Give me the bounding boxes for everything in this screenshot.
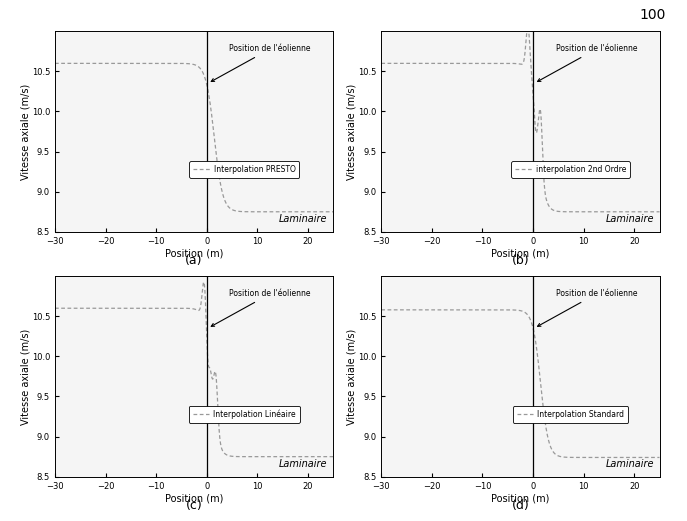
Text: Laminaire: Laminaire — [279, 214, 328, 224]
X-axis label: Position (m): Position (m) — [491, 249, 550, 258]
Text: (d): (d) — [512, 499, 529, 512]
Text: Laminaire: Laminaire — [605, 458, 654, 469]
Y-axis label: Vitesse axiale (m/s): Vitesse axiale (m/s) — [347, 328, 357, 425]
Y-axis label: Vitesse axiale (m/s): Vitesse axiale (m/s) — [347, 83, 357, 180]
X-axis label: Position (m): Position (m) — [491, 493, 550, 503]
Text: Position de l'éolienne: Position de l'éolienne — [538, 289, 638, 326]
X-axis label: Position (m): Position (m) — [165, 249, 223, 258]
Text: Position de l'éolienne: Position de l'éolienne — [212, 44, 311, 81]
Text: 100: 100 — [640, 8, 666, 22]
Text: (b): (b) — [512, 254, 529, 267]
Text: Position de l'éolienne: Position de l'éolienne — [538, 44, 638, 81]
X-axis label: Position (m): Position (m) — [165, 493, 223, 503]
Legend: Interpolation Standard: Interpolation Standard — [513, 406, 628, 423]
Legend: Interpolation PRESTO: Interpolation PRESTO — [189, 161, 300, 178]
Y-axis label: Vitesse axiale (m/s): Vitesse axiale (m/s) — [21, 83, 30, 180]
Legend: Interpolation Linéaire: Interpolation Linéaire — [189, 406, 300, 423]
Legend: interpolation 2nd Ordre: interpolation 2nd Ordre — [511, 161, 630, 178]
Y-axis label: Vitesse axiale (m/s): Vitesse axiale (m/s) — [21, 328, 30, 425]
Text: (a): (a) — [185, 254, 203, 267]
Text: Laminaire: Laminaire — [605, 214, 654, 224]
Text: Position de l'éolienne: Position de l'éolienne — [212, 289, 311, 326]
Text: Laminaire: Laminaire — [279, 458, 328, 469]
Text: (c): (c) — [185, 499, 203, 512]
